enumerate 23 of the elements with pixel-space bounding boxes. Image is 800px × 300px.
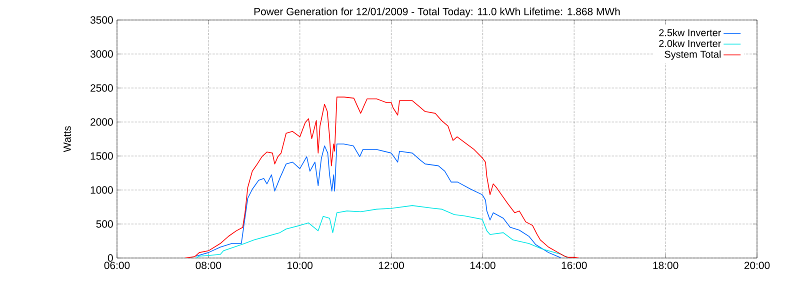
y-tick-label: 2000 — [90, 118, 113, 126]
x-tick-label: 12:00 — [378, 262, 404, 270]
x-tick-label: 18:00 — [653, 262, 678, 270]
y-tick-label: 0 — [108, 254, 113, 262]
y-tick-label: 500 — [96, 220, 113, 228]
y-tick-label: 3000 — [90, 50, 113, 58]
x-tick-label: 10:00 — [288, 262, 313, 270]
line-series — [184, 96, 580, 258]
x-tick-label: 16:00 — [562, 262, 587, 270]
legend-label: 2.5kw Inverter — [659, 28, 722, 36]
line-series — [196, 205, 569, 258]
y-axis-title: Watts — [64, 126, 71, 152]
x-tick-label: 14:00 — [470, 262, 496, 270]
legend-label: 2.0kw Inverter — [659, 40, 722, 48]
x-tick-label: 06:00 — [104, 262, 130, 270]
x-tick-label: 20:00 — [744, 262, 770, 270]
y-tick-label: 1500 — [90, 152, 113, 160]
legend-label: System Total — [664, 50, 721, 60]
y-tick-label: 3500 — [90, 16, 113, 24]
y-tick-label: 1000 — [90, 186, 113, 194]
chart-title: Power Generation for 12/01/2009 - Total Today: 11.0 kWh Lifetime: 1.868 MWh — [254, 8, 620, 18]
y-tick-label: 2500 — [90, 84, 113, 92]
x-tick-label: 08:00 — [196, 262, 222, 270]
